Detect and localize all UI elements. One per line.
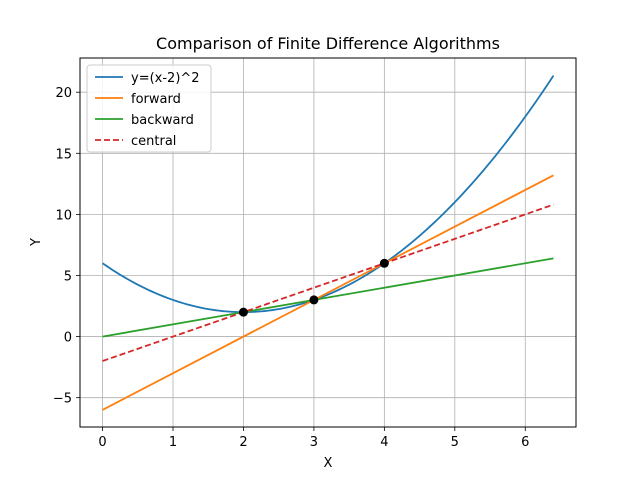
x-tick-label: 6	[521, 435, 529, 450]
x-tick-label: 5	[451, 435, 459, 450]
series-line-forward	[102, 174, 554, 411]
ticks: 0 1 2 3 4 5 6 −5 0 5 10 15 20	[53, 86, 530, 450]
chart-title: Comparison of Finite Difference Algorith…	[156, 34, 500, 53]
series-line-central	[102, 203, 554, 362]
y-axis-label: Y	[29, 238, 44, 247]
x-axis-label: X	[324, 456, 333, 471]
x-tick-label: 1	[169, 435, 177, 450]
legend-entry-label: central	[131, 134, 176, 149]
data-point	[238, 307, 248, 317]
plot-area	[102, 75, 555, 411]
legend-entry-label: backward	[131, 113, 194, 128]
y-tick-label: 20	[55, 86, 72, 101]
sample-points	[238, 258, 389, 317]
x-tick-label: 3	[310, 435, 318, 450]
legend-entry-label: y=(x-2)^2	[131, 71, 200, 86]
y-tick-label: 10	[55, 208, 72, 223]
axes-frame	[79, 57, 577, 428]
y-tick-label: −5	[53, 392, 72, 407]
series-line-y-x-2-2	[102, 75, 555, 314]
legend-entry-label: forward	[131, 92, 181, 107]
series-line-backward	[102, 257, 554, 338]
legend-box	[86, 64, 212, 153]
x-tick-label: 0	[98, 435, 106, 450]
y-tick-label: 15	[55, 147, 72, 162]
data-point	[309, 295, 319, 305]
legend: y=(x-2)^2 forward backward central	[86, 64, 212, 153]
x-tick-label: 4	[380, 435, 388, 450]
grid	[80, 58, 576, 427]
x-tick-label: 2	[239, 435, 247, 450]
y-tick-label: 5	[64, 269, 72, 284]
y-tick-label: 0	[64, 331, 72, 346]
data-point	[379, 258, 389, 268]
